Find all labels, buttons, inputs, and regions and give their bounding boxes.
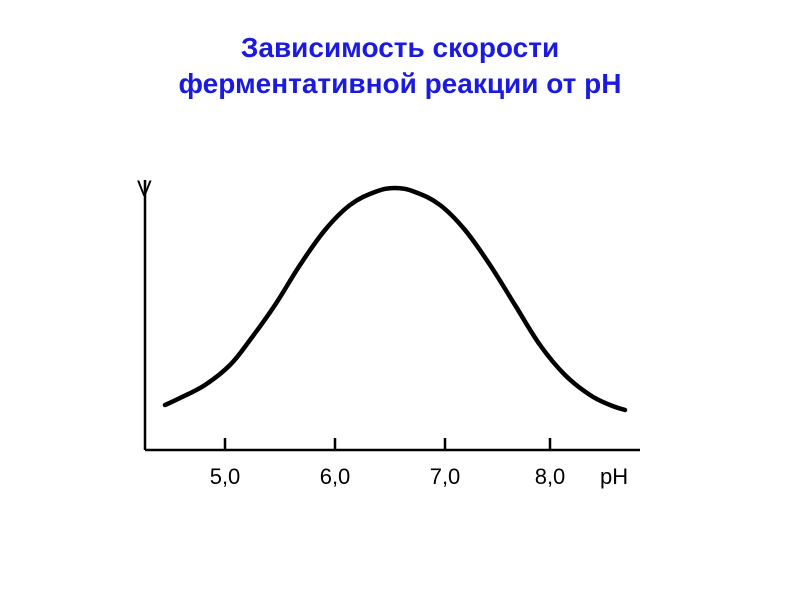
x-tick-label: 6,0 — [320, 464, 351, 490]
chart-svg — [100, 180, 660, 540]
x-tick-label: 7,0 — [430, 464, 461, 490]
title-line-1: Зависимость скорости — [0, 30, 800, 66]
x-tick-label: 8,0 — [535, 464, 566, 490]
x-axis-label: pH — [600, 464, 628, 490]
chart-container: V pH 5,06,07,08,0 — [100, 180, 660, 540]
chart-title: Зависимость скорости ферментативной реак… — [0, 0, 800, 103]
x-tick-label: 5,0 — [210, 464, 241, 490]
title-line-2: ферментативной реакции от pH — [0, 66, 800, 102]
y-axis-label: V — [137, 176, 152, 202]
